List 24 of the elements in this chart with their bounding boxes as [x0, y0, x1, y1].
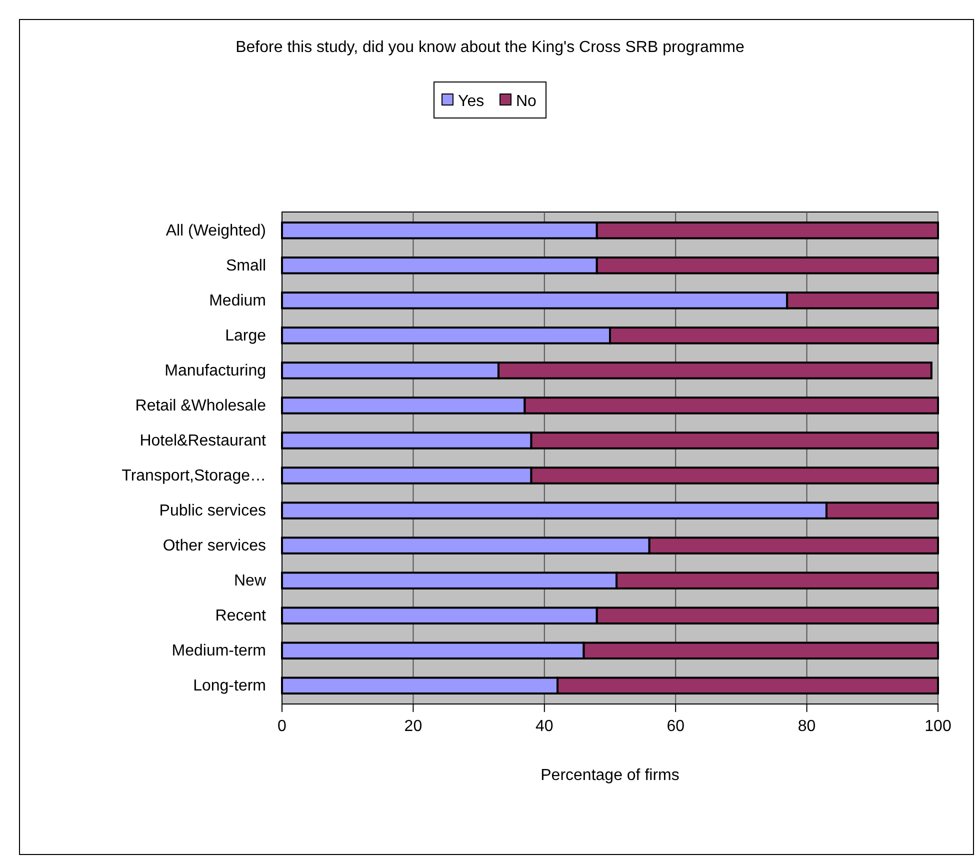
legend-label: No — [516, 93, 537, 110]
x-tick-label: 20 — [404, 718, 422, 735]
y-tick-label: New — [234, 572, 266, 590]
y-tick-label: Medium-term — [172, 642, 266, 660]
y-tick-label: Public services — [159, 502, 266, 520]
y-tick-label: Long-term — [193, 678, 266, 695]
legend-label: Yes — [458, 93, 484, 110]
y-tick-label: Recent — [215, 608, 267, 625]
y-tick-label: Transport,Storage… — [122, 468, 266, 485]
y-tick-label: Other services — [162, 538, 266, 555]
y-tick-label: Medium — [209, 292, 266, 310]
y-tick-label: Small — [226, 258, 266, 275]
y-tick-label: Hotel&Restaurant — [140, 432, 267, 450]
y-tick-label: Large — [225, 328, 266, 345]
y-tick-label: Retail &Wholesale — [135, 398, 266, 415]
x-axis-title: Percentage of firms — [540, 767, 680, 784]
y-tick-label: All (Weighted) — [166, 222, 266, 240]
x-tick-label: 80 — [798, 718, 816, 735]
x-tick-label: 0 — [278, 718, 287, 735]
chart-title: Before this study, did you know about the King's Cross SRB programme — [236, 39, 744, 56]
y-tick-label: Manufacturing — [164, 362, 266, 380]
x-tick-label: 100 — [924, 718, 952, 735]
x-tick-label: 40 — [536, 718, 554, 735]
x-tick-label: 60 — [666, 718, 685, 735]
